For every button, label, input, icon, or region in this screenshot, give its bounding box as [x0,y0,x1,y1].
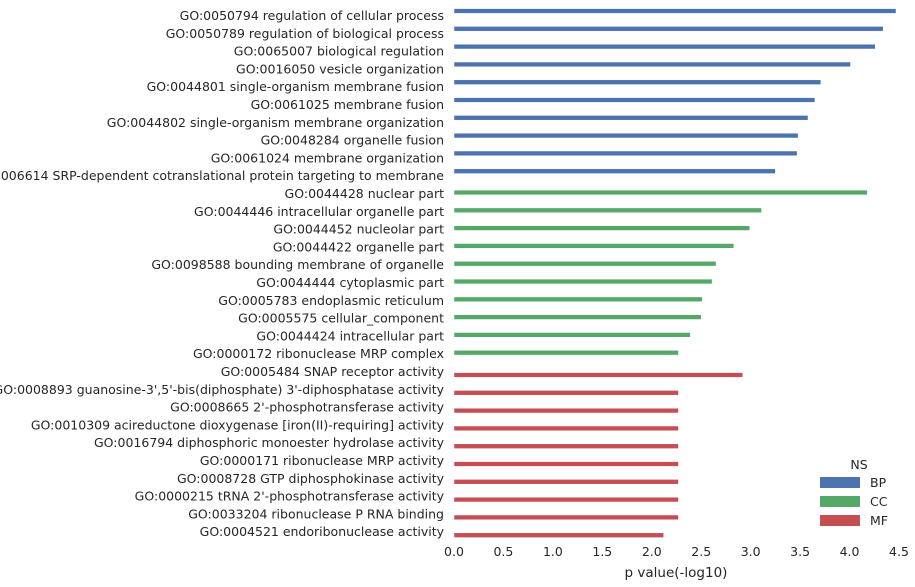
x-tick-label: 4.5 [889,544,909,559]
category-label: GO:0008728 GTP diphosphokinase activity [177,471,445,486]
bar-bp [453,150,798,157]
legend: NS BP CC MF [820,457,888,528]
bar-cc [453,296,703,302]
bar-mf [453,407,679,414]
bar-cc [453,314,702,320]
bar-cc [453,225,750,231]
bar-bp [453,43,876,50]
category-label: GO:0005575 cellular_component [238,311,444,326]
bar-mf [453,461,679,467]
x-tick-label: 3.0 [741,544,761,559]
bar-bp [453,115,809,121]
bar-cc [453,332,691,338]
bar-mf [453,425,679,432]
category-label: GO:0000215 tRNA 2'-phosphotransferase ac… [135,489,445,504]
bar-bp [453,61,851,68]
x-axis-label: p value(-log10) [625,565,728,581]
bar-bp [453,26,884,32]
bar-mf [453,372,744,378]
category-label: GO:0010309 acireductone dioxygenase [iro… [31,417,445,432]
bar-cc [453,189,868,196]
category-label: GO:0050794 regulation of cellular proces… [180,8,444,23]
x-tick-label: 4.0 [840,544,860,559]
bar-mf [453,443,679,449]
x-tick-label: 0.0 [444,544,464,559]
legend-label-mf: MF [870,513,888,528]
legend-entries: BP CC MF [820,475,888,528]
category-label: GO:0016794 diphosphoric monoester hydrol… [94,435,445,450]
category-label: GO:0000172 ribonuclease MRP complex [193,346,444,361]
legend-swatch-mf [820,515,860,526]
category-label: GO:0004521 endoribonuclease activity [200,524,445,539]
bar-bp [453,79,822,85]
category-label: GO:0033204 ribonuclease P RNA binding [188,506,444,521]
x-tick-label: 0.5 [493,544,513,559]
bar-mf [453,532,664,538]
x-tick-label: 3.5 [790,544,810,559]
bar-bp [453,168,776,174]
bar-bp [453,132,799,139]
category-label: GO:0000171 ribonuclease MRP activity [200,453,445,468]
legend-label-bp: BP [870,475,887,490]
bar-cc [453,243,735,249]
bar-cc [453,261,717,267]
x-tick-label: 2.0 [642,544,662,559]
category-label: GO:0005484 SNAP receptor activity [221,364,445,379]
x-tick-label: 1.5 [592,544,612,559]
legend-swatch-bp [820,477,860,488]
x-tick-label: 1.0 [543,544,563,559]
category-label: GO:0061025 membrane fusion [251,97,444,112]
bar-mf [453,390,679,396]
category-label: GO:0098588 bounding membrane of organell… [151,257,444,272]
category-label: GO:0006614 SRP-dependent cotranslational… [0,168,444,183]
category-label: GO:0044422 organelle part [273,239,444,254]
category-label: GO:0044428 nuclear part [285,186,445,201]
bar-mf [453,514,679,521]
bar-mf [453,496,679,503]
legend-title: NS [850,457,867,472]
category-label: GO:0050789 regulation of biological proc… [166,26,444,41]
category-label: GO:0048284 organelle fusion [261,133,444,148]
x-axis-ticks: 0.0 0.5 1.0 1.5 2.0 2.5 3.0 3.5 4.0 4.5 [444,544,909,559]
category-label: GO:0044444 cytoplasmic part [256,275,444,290]
category-label: GO:0016050 vesicle organization [236,61,444,76]
category-label: GO:0008665 2'-phosphotransferase activit… [170,400,444,415]
legend-swatch-cc [820,496,860,507]
category-label: GO:0065007 biological regulation [234,44,444,59]
category-labels: GO:0050794 regulation of cellular proces… [0,8,445,539]
bar-cc [453,350,679,356]
category-label: GO:0008893 guanosine-3',5'-bis(diphospha… [0,382,445,397]
category-label: GO:0044446 intracellular organelle part [194,204,444,219]
category-label: GO:0061024 membrane organization [211,150,444,165]
bar-mf [453,479,679,485]
category-label: GO:0005783 endoplasmic reticulum [218,293,444,308]
category-label: GO:0044452 nucleolar part [273,222,444,237]
legend-label-cc: CC [870,494,888,509]
bar-cc [453,207,762,213]
bar-cc [453,278,713,285]
category-label: GO:0044801 single-organism membrane fusi… [147,79,444,94]
category-label: GO:0044424 intracellular part [256,328,444,343]
bars-layer [453,8,897,538]
bar-bp [453,8,897,14]
x-tick-label: 2.5 [691,544,711,559]
bar-bp [453,97,816,103]
category-label: GO:0044802 single-organism membrane orga… [107,115,444,130]
